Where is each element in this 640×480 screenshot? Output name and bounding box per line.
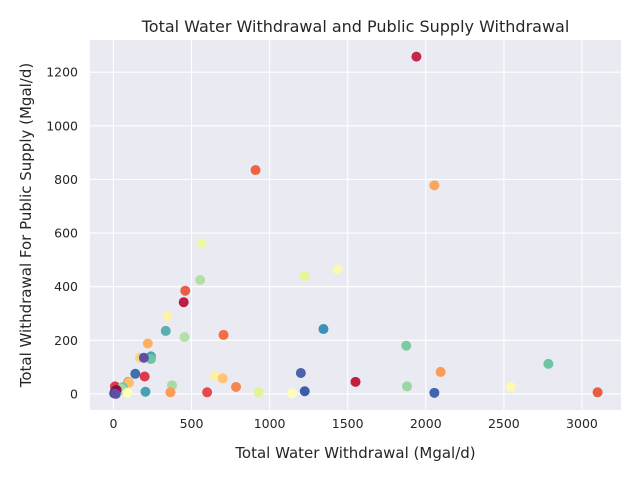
data-point bbox=[142, 338, 153, 349]
y-tick-label: 0 bbox=[70, 386, 78, 401]
data-point bbox=[505, 381, 516, 392]
gridlines bbox=[90, 40, 621, 410]
data-point bbox=[139, 371, 150, 382]
data-point bbox=[429, 180, 440, 191]
data-point bbox=[250, 165, 261, 176]
data-point bbox=[122, 387, 133, 398]
chart-title: Total Water Withdrawal and Public Supply… bbox=[141, 17, 570, 36]
y-tick-label: 600 bbox=[54, 226, 78, 241]
data-point bbox=[202, 387, 213, 398]
data-point bbox=[411, 51, 422, 62]
x-tick-label: 1000 bbox=[254, 416, 286, 431]
y-tick-label: 400 bbox=[54, 279, 78, 294]
data-point bbox=[218, 329, 229, 340]
data-point bbox=[209, 370, 220, 381]
data-point bbox=[180, 285, 191, 296]
y-tick-label: 1000 bbox=[46, 118, 78, 133]
data-point bbox=[318, 324, 329, 335]
y-axis-label: Total Withdrawal For Public Supply (Mgal… bbox=[17, 63, 35, 389]
data-point bbox=[110, 388, 121, 399]
data-point bbox=[140, 386, 151, 397]
data-point bbox=[295, 368, 306, 378]
x-tick-label: 2000 bbox=[410, 416, 442, 431]
data-point bbox=[130, 368, 141, 379]
data-point bbox=[332, 264, 343, 275]
data-point bbox=[162, 311, 173, 322]
x-tick-label: 500 bbox=[180, 416, 204, 431]
data-point bbox=[429, 387, 440, 398]
data-point bbox=[179, 332, 190, 343]
data-point bbox=[299, 386, 310, 397]
x-tick-label: 1500 bbox=[332, 416, 364, 431]
y-tick-labels: 0 200 400 600 800 1000 1200 bbox=[46, 65, 78, 402]
data-point bbox=[165, 387, 176, 398]
data-point bbox=[299, 270, 310, 281]
data-point bbox=[195, 274, 206, 285]
y-tick-label: 200 bbox=[54, 333, 78, 348]
data-point bbox=[350, 376, 361, 387]
data-point bbox=[138, 352, 149, 363]
data-point bbox=[178, 297, 189, 308]
data-point bbox=[253, 387, 264, 398]
data-point bbox=[435, 366, 446, 377]
data-point bbox=[217, 373, 228, 384]
x-axis-label: Total Water Withdrawal (Mgal/d) bbox=[234, 444, 475, 462]
data-point bbox=[287, 388, 298, 399]
data-point bbox=[196, 238, 207, 249]
x-tick-label: 3000 bbox=[566, 416, 598, 431]
plot-area bbox=[90, 40, 621, 410]
x-tick-labels: 0 500 1000 1500 2000 2500 3000 bbox=[109, 416, 597, 431]
data-point bbox=[231, 381, 242, 392]
y-tick-label: 1200 bbox=[46, 65, 78, 80]
data-point bbox=[592, 387, 603, 398]
data-point bbox=[160, 325, 171, 336]
x-tick-label: 2500 bbox=[488, 416, 520, 431]
y-tick-label: 800 bbox=[54, 172, 78, 187]
data-points bbox=[109, 51, 603, 399]
data-point bbox=[543, 358, 554, 369]
data-point bbox=[401, 340, 412, 351]
x-tick-label: 0 bbox=[109, 416, 117, 431]
data-point bbox=[402, 381, 413, 392]
